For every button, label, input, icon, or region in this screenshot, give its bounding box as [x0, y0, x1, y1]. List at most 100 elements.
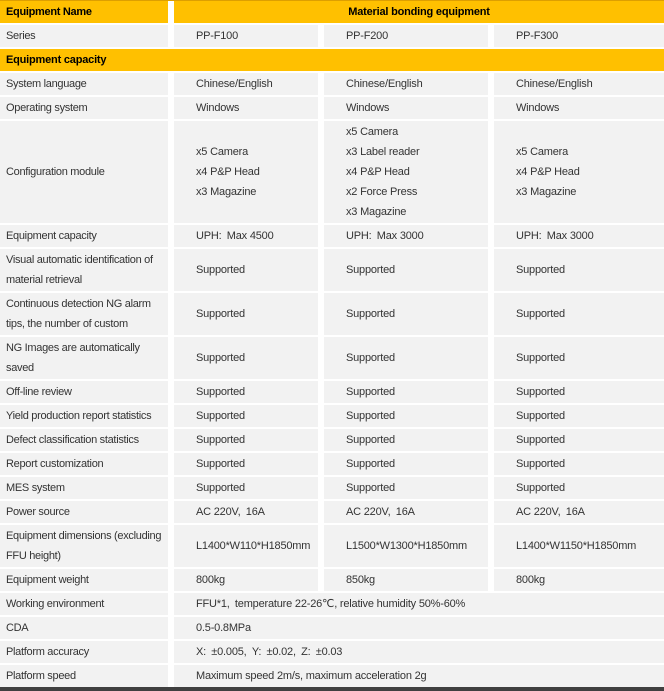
value-cell: Supported: [174, 405, 324, 427]
value-line: 800kg: [516, 574, 545, 586]
table-row: CDA 0.5-0.8MPa: [0, 617, 664, 641]
row-label: Equipment capacity: [0, 225, 174, 247]
value-cell: Windows: [174, 97, 324, 119]
value-line: x4 P&P Head: [196, 166, 260, 178]
value-cell: 800kg: [174, 569, 324, 591]
value-cell: x5 Camera x3 Label reader x4 P&P Head x2 Fo…: [324, 121, 494, 223]
value-line: Windows: [196, 102, 240, 114]
row-label: Working environment: [0, 593, 174, 615]
value-line: L1500*W1300*H1850mm: [346, 540, 467, 552]
value-cell: Supported: [324, 381, 494, 403]
table-row: Platform speed Maximum speed 2m/s, maximu…: [0, 665, 664, 687]
table-row: Visual automatic identification of mater…: [0, 249, 664, 293]
value-line: Supported: [346, 434, 395, 446]
table-body: Series PP-F100 PP-F200 PP-F300 Equipment cap…: [0, 25, 664, 687]
value-cell: x5 Camera x4 P&P Head x3 Magazine: [174, 121, 324, 223]
value-cell: Supported: [174, 477, 324, 499]
section-title: Equipment capacity: [0, 49, 664, 71]
value-line: Supported: [516, 352, 565, 364]
row-label: Yield production report statistics: [0, 405, 174, 427]
value-cell: Windows: [494, 97, 664, 119]
value-line: Windows: [346, 102, 390, 114]
value-line: Chinese/English: [516, 78, 593, 90]
value-cell: Supported: [324, 453, 494, 475]
value-line: Supported: [196, 458, 245, 470]
value-cell: PP-F200: [324, 25, 494, 47]
value-cell: 850kg: [324, 569, 494, 591]
row-value-span: Maximum speed 2m/s, maximum acceleration…: [174, 665, 664, 687]
value-cell: Supported: [174, 249, 324, 291]
value-line: Supported: [346, 264, 395, 276]
value-line: Supported: [196, 264, 245, 276]
value-line: Supported: [196, 434, 245, 446]
value-line: Chinese/English: [196, 78, 273, 90]
row-value-span: 0.5-0.8MPa: [174, 617, 664, 639]
row-label: System language: [0, 73, 174, 95]
value-line: Supported: [516, 308, 565, 320]
table-row: Series PP-F100 PP-F200 PP-F300: [0, 25, 664, 49]
row-label: Operating system: [0, 97, 174, 119]
value-line: Supported: [346, 308, 395, 320]
value-line: x3 Magazine: [346, 206, 407, 218]
value-cell: Supported: [174, 381, 324, 403]
row-value-span: X: ±0.005, Y: ±0.02, Z: ±0.03: [174, 641, 664, 663]
value-cell: Supported: [324, 429, 494, 451]
row-label: Off-line review: [0, 381, 174, 403]
value-line: Supported: [346, 386, 395, 398]
value-line: Chinese/English: [346, 78, 423, 90]
value-line: AC 220V, 16A: [346, 506, 415, 518]
value-line: Supported: [346, 458, 395, 470]
table-row: Power source AC 220V, 16A AC 220V, 16A AC 2…: [0, 501, 664, 525]
row-label: NG Images are automatically saved: [0, 337, 174, 379]
value-line: AC 220V, 16A: [196, 506, 265, 518]
table-row: Equipment capacity UPH: Max 4500 UPH: Max …: [0, 225, 664, 249]
row-label: Equipment weight: [0, 569, 174, 591]
value-line: PP-F300: [516, 30, 559, 42]
value-line: Supported: [346, 352, 395, 364]
table-row: Platform accuracy X: ±0.005, Y: ±0.02, Z:…: [0, 641, 664, 665]
value-cell: Supported: [174, 429, 324, 451]
value-cell: AC 220V, 16A: [324, 501, 494, 523]
value-cell: UPH: Max 3000: [494, 225, 664, 247]
table-header-row: Equipment Name Material bonding equipmen…: [0, 1, 664, 25]
value-cell: Supported: [494, 381, 664, 403]
value-cell: Supported: [494, 405, 664, 427]
table-row: System language Chinese/English Chinese/En…: [0, 73, 664, 97]
value-cell: Supported: [324, 249, 494, 291]
table-row: Continuous detection NG alarm tips, the …: [0, 293, 664, 337]
value-line: Supported: [516, 386, 565, 398]
value-line: Supported: [196, 308, 245, 320]
table-row: Report customization Supported Supported Su…: [0, 453, 664, 477]
value-line: Supported: [196, 482, 245, 494]
row-label: MES system: [0, 477, 174, 499]
table-row: Operating system Windows Windows Windows: [0, 97, 664, 121]
value-cell: Chinese/English: [174, 73, 324, 95]
value-cell: Supported: [174, 293, 324, 335]
row-label: Visual automatic identification of mater…: [0, 249, 174, 291]
table-row: Configuration module x5 Camera x4 P&P Head…: [0, 121, 664, 225]
value-line: x5 Camera: [196, 146, 248, 158]
value-line: Supported: [346, 410, 395, 422]
value-line: Supported: [346, 482, 395, 494]
table-row: Defect classification statistics Supporte…: [0, 429, 664, 453]
value-line: x4 P&P Head: [516, 166, 580, 178]
value-cell: Windows: [324, 97, 494, 119]
equipment-type-header: Material bonding equipment: [174, 1, 664, 23]
value-line: Supported: [516, 458, 565, 470]
value-cell: Chinese/English: [324, 73, 494, 95]
row-label: Report customization: [0, 453, 174, 475]
value-line: PP-F100: [196, 30, 239, 42]
value-line: AC 220V, 16A: [516, 506, 585, 518]
row-label: Continuous detection NG alarm tips, the …: [0, 293, 174, 335]
value-line: Supported: [196, 410, 245, 422]
equipment-name-header: Equipment Name: [0, 1, 174, 23]
value-cell: Chinese/English: [494, 73, 664, 95]
table-row: Yield production report statistics Suppor…: [0, 405, 664, 429]
value-cell: L1500*W1300*H1850mm: [324, 525, 494, 567]
value-cell: Supported: [494, 293, 664, 335]
row-label: Configuration module: [0, 121, 174, 223]
value-cell: x5 Camera x4 P&P Head x3 Magazine: [494, 121, 664, 223]
value-cell: Supported: [324, 405, 494, 427]
row-label: Platform accuracy: [0, 641, 174, 663]
value-cell: Supported: [174, 453, 324, 475]
